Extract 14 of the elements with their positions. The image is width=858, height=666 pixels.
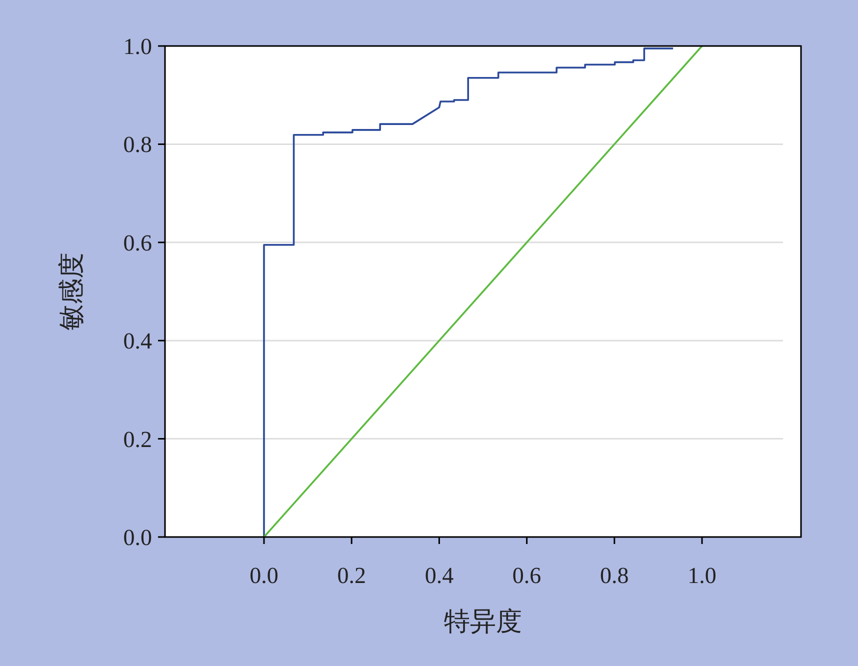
y-tick-label: 0.6 xyxy=(123,230,152,256)
x-tick-label: 0.2 xyxy=(337,563,366,588)
y-tick-label: 0.0 xyxy=(123,525,152,550)
y-tick-label: 1.0 xyxy=(123,34,152,59)
x-tick-label: 0.0 xyxy=(250,563,278,588)
x-axis-title: 特异度 xyxy=(444,607,522,636)
y-axis-title: 敏感度 xyxy=(57,252,86,330)
x-tick-label: 0.4 xyxy=(424,563,454,588)
y-tick-label: 0.2 xyxy=(123,426,152,452)
y-tick-label: 0.8 xyxy=(123,132,152,158)
x-tick-label: 1.0 xyxy=(688,563,716,588)
x-tick-label: 0.8 xyxy=(600,563,629,588)
y-tick-label: 0.4 xyxy=(123,328,152,354)
x-tick-label: 0.6 xyxy=(512,563,542,588)
